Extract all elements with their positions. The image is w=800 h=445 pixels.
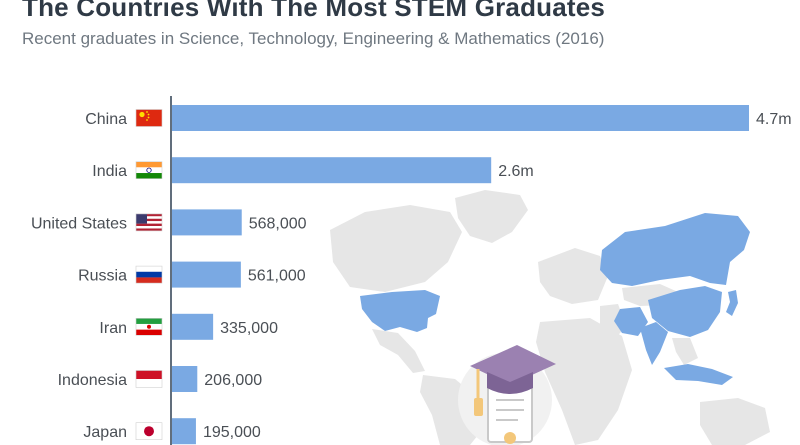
map-china bbox=[648, 286, 722, 337]
map-southeast-asia bbox=[672, 338, 698, 365]
bar-china bbox=[172, 105, 749, 131]
chart-title: The Countries With The Most STEM Graduat… bbox=[22, 0, 606, 22]
category-label-indonesia: Indonesia bbox=[58, 372, 127, 389]
china-flag-icon bbox=[135, 109, 163, 127]
chart-subtitle: Recent graduates in Science, Technology,… bbox=[22, 29, 605, 48]
russia-flag-icon bbox=[135, 265, 163, 284]
bar-russia bbox=[172, 261, 241, 288]
india-flag-icon bbox=[135, 161, 163, 179]
category-label-india: India bbox=[92, 163, 127, 180]
bar-india bbox=[172, 157, 492, 184]
bar-indonesia bbox=[172, 366, 198, 392]
world-map-background bbox=[330, 190, 770, 445]
value-label-china: 4.7m bbox=[756, 111, 792, 128]
map-united-states bbox=[360, 290, 440, 332]
category-label-japan: Japan bbox=[83, 424, 127, 441]
map-greenland bbox=[455, 190, 528, 243]
category-label-iran: Iran bbox=[99, 320, 127, 337]
category-label-russia: Russia bbox=[78, 268, 127, 285]
united-states-flag-icon bbox=[135, 213, 163, 232]
indonesia-flag-icon bbox=[135, 370, 163, 388]
iran-flag-icon bbox=[135, 317, 163, 336]
bar-japan bbox=[172, 418, 196, 445]
value-label-india: 2.6m bbox=[498, 163, 534, 180]
graduation-cap-icon bbox=[470, 345, 556, 416]
bars-layer: China 4.7m India 2.6m United States 568,000 Ru… bbox=[31, 105, 792, 445]
map-europe bbox=[538, 248, 608, 304]
bar-iran bbox=[172, 313, 214, 340]
map-russia bbox=[600, 213, 750, 286]
japan-flag-icon bbox=[135, 422, 163, 441]
map-africa bbox=[536, 318, 632, 445]
bar-united-states bbox=[172, 209, 242, 236]
map-australia bbox=[700, 398, 770, 445]
value-label-japan: 195,000 bbox=[203, 424, 261, 441]
map-indonesia bbox=[664, 364, 733, 385]
map-mexico bbox=[372, 329, 425, 373]
category-label-china: China bbox=[85, 111, 127, 128]
value-label-indonesia: 206,000 bbox=[204, 372, 262, 389]
category-label-united-states: United States bbox=[31, 215, 127, 232]
graduation-illustration bbox=[458, 345, 556, 445]
map-canada bbox=[330, 205, 462, 292]
value-label-iran: 335,000 bbox=[220, 320, 278, 337]
map-iran bbox=[614, 307, 648, 336]
map-india bbox=[640, 322, 668, 365]
map-japan bbox=[726, 290, 738, 316]
value-label-united-states: 568,000 bbox=[249, 215, 307, 232]
value-label-russia: 561,000 bbox=[248, 268, 306, 285]
